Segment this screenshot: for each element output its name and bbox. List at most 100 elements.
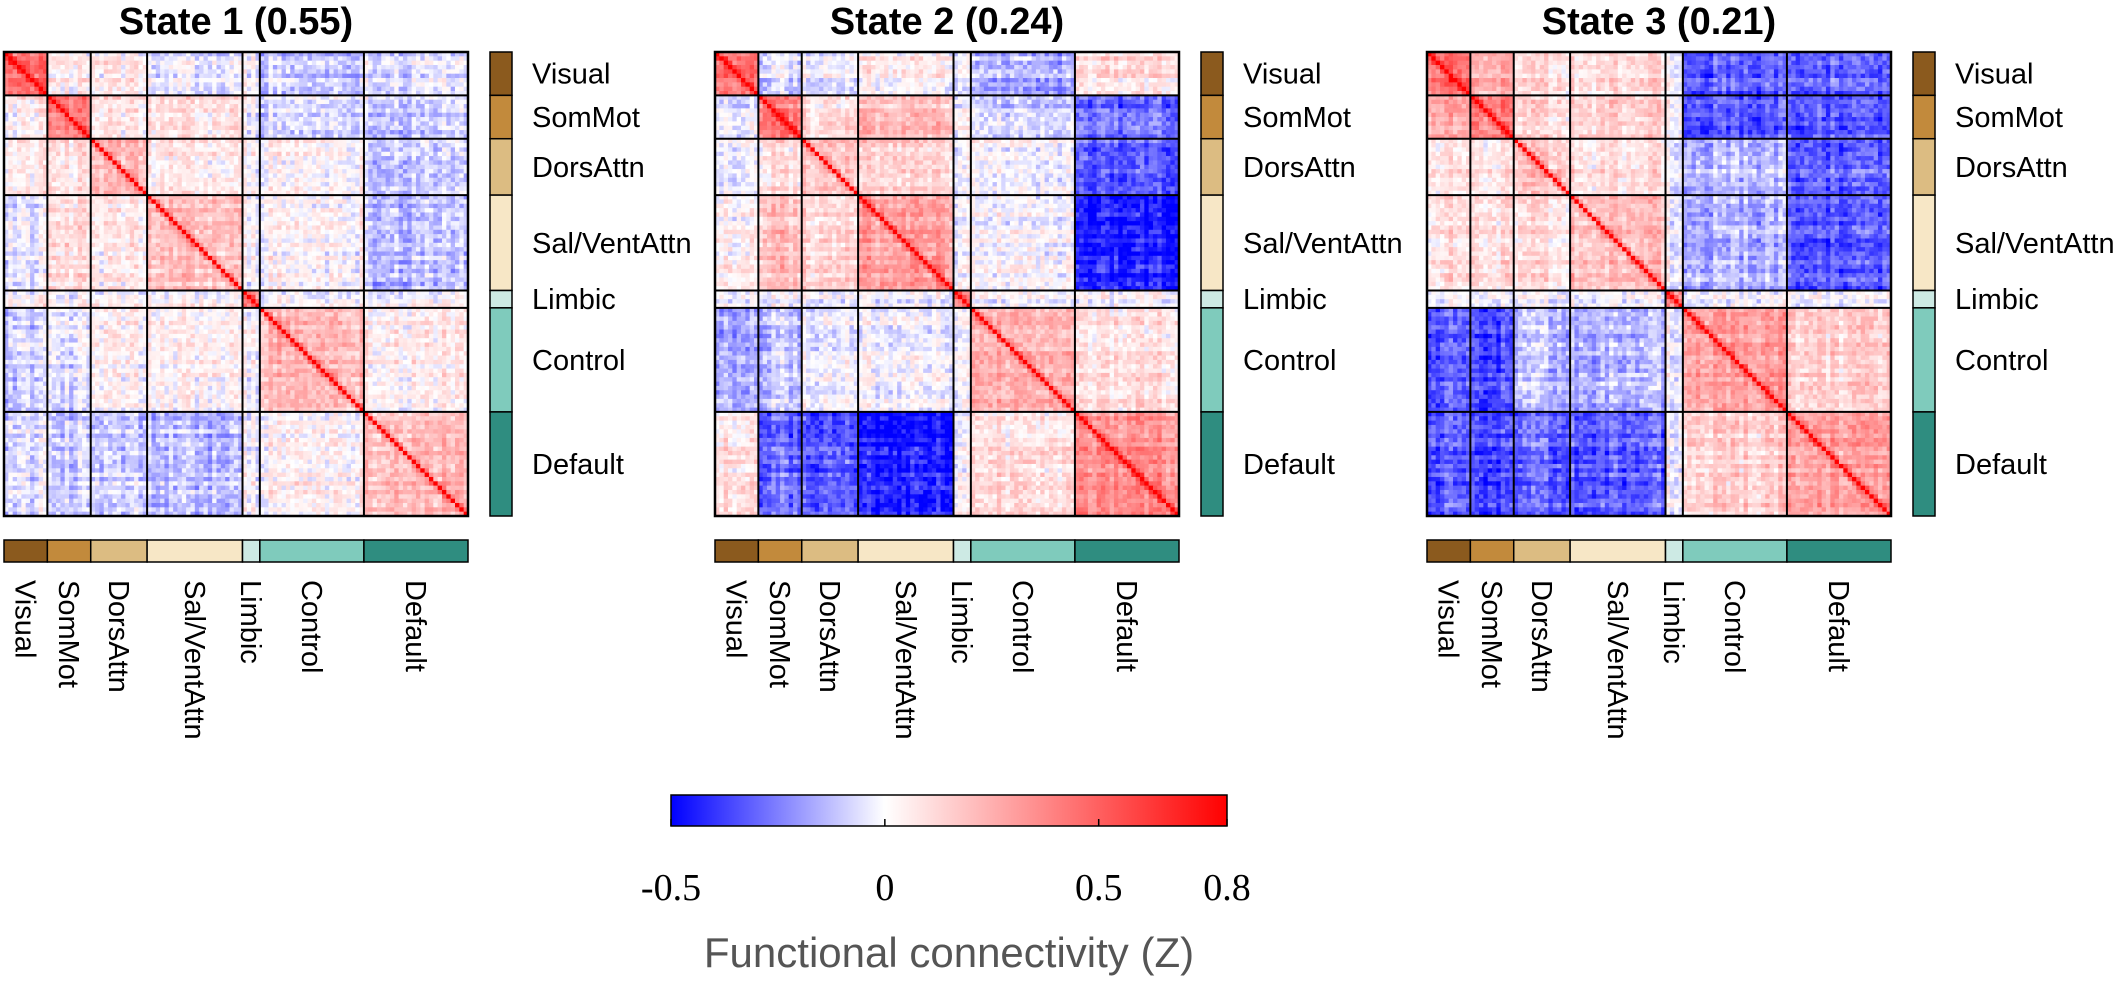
heatmap-cell: [151, 69, 156, 74]
heatmap-cell: [308, 121, 313, 126]
heatmap-cell: [203, 143, 208, 148]
heatmap-cell: [182, 143, 187, 148]
heatmap-cell: [433, 152, 438, 157]
heatmap-cell: [221, 152, 226, 157]
heatmap-cell: [82, 147, 87, 152]
heatmap-cell: [429, 100, 434, 105]
heatmap-cell: [121, 152, 126, 157]
heatmap-cell: [117, 156, 122, 161]
heatmap-cell: [8, 143, 13, 148]
heatmap-cell: [269, 117, 274, 122]
heatmap-cell: [108, 74, 113, 79]
heatmap-cell: [17, 87, 22, 92]
heatmap-cell: [177, 126, 182, 131]
heatmap-cell: [104, 100, 109, 105]
heatmap-cell: [286, 61, 291, 66]
heatmap-cell: [69, 104, 74, 109]
heatmap-cell: [26, 117, 31, 122]
heatmap-cell: [312, 147, 317, 152]
heatmap-cell: [273, 143, 278, 148]
heatmap-cell: [390, 121, 395, 126]
heatmap-cell: [60, 61, 65, 66]
heatmap-cell: [390, 160, 395, 165]
heatmap-cell: [407, 113, 412, 118]
heatmap-cell: [69, 82, 74, 87]
heatmap-cell: [164, 74, 169, 79]
heatmap-cell: [125, 87, 130, 92]
heatmap-cell: [134, 87, 139, 92]
heatmap-cell: [73, 152, 78, 157]
heatmap-cell: [251, 69, 256, 74]
heatmap-cell: [325, 78, 330, 83]
heatmap-cell: [203, 113, 208, 118]
heatmap-cell: [104, 82, 109, 87]
heatmap-cell: [177, 100, 182, 105]
heatmap-cell: [30, 165, 35, 170]
heatmap-cell: [342, 104, 347, 109]
heatmap-cell: [416, 143, 421, 148]
heatmap-cell: [455, 65, 460, 70]
heatmap-cell: [190, 74, 195, 79]
heatmap-cell: [277, 65, 282, 70]
heatmap-cell: [17, 130, 22, 135]
heatmap-cell: [52, 178, 57, 183]
heatmap-cell: [60, 152, 65, 157]
heatmap-cell: [208, 165, 213, 170]
heatmap-cell: [455, 169, 460, 174]
heatmap-cell: [125, 178, 130, 183]
heatmap-cell: [182, 61, 187, 66]
heatmap-cell: [121, 65, 126, 70]
heatmap-cell: [308, 130, 313, 135]
heatmap-cell: [21, 87, 26, 92]
heatmap-cell: [390, 147, 395, 152]
heatmap-cell: [130, 100, 135, 105]
heatmap-cell: [308, 160, 313, 165]
heatmap-cell: [234, 113, 239, 118]
heatmap-cell: [138, 100, 143, 105]
heatmap-cell: [138, 74, 143, 79]
heatmap-cell: [299, 160, 304, 165]
heatmap-cell: [13, 74, 18, 79]
heatmap-cell: [390, 165, 395, 170]
heatmap-cell: [26, 182, 31, 187]
heatmap-cell: [407, 100, 412, 105]
heatmap-cell: [125, 61, 130, 66]
heatmap-cell: [416, 100, 421, 105]
heatmap-cell: [338, 143, 343, 148]
heatmap-cell: [264, 56, 269, 61]
heatmap-cell: [182, 169, 187, 174]
heatmap-cell: [151, 113, 156, 118]
state-panel-1: State 1 (0.55)VisualSomMotDorsAttnSal/Ve…: [4, 1, 692, 740]
heatmap-cell: [373, 173, 378, 178]
heatmap-cell: [377, 104, 382, 109]
heatmap-cell: [52, 61, 57, 66]
heatmap-cell: [195, 56, 200, 61]
heatmap-cell: [104, 143, 109, 148]
heatmap-cell: [338, 61, 343, 66]
heatmap-cell: [290, 108, 295, 113]
heatmap-cell: [286, 173, 291, 178]
heatmap-cell: [17, 65, 22, 70]
heatmap-cell: [416, 169, 421, 174]
heatmap-cell: [56, 126, 61, 131]
heatmap-cell: [386, 160, 391, 165]
heatmap-cell: [329, 69, 334, 74]
heatmap-cell: [225, 156, 230, 161]
heatmap-cell: [160, 69, 165, 74]
heatmap-cell: [459, 152, 464, 157]
heatmap-cell: [377, 82, 382, 87]
heatmap-cell: [247, 113, 252, 118]
heatmap-cell: [347, 78, 352, 83]
heatmap-cell: [99, 87, 104, 92]
heatmap-cell: [299, 87, 304, 92]
heatmap-cell: [190, 130, 195, 135]
heatmap-cell: [325, 113, 330, 118]
heatmap-cell: [34, 69, 39, 74]
heatmap-cell: [186, 143, 191, 148]
heatmap-cell: [99, 130, 104, 135]
heatmap-cell: [60, 126, 65, 131]
heatmap-cell: [73, 169, 78, 174]
heatmap-cell: [195, 152, 200, 157]
heatmap-cell: [208, 178, 213, 183]
heatmap-cell: [82, 104, 87, 109]
